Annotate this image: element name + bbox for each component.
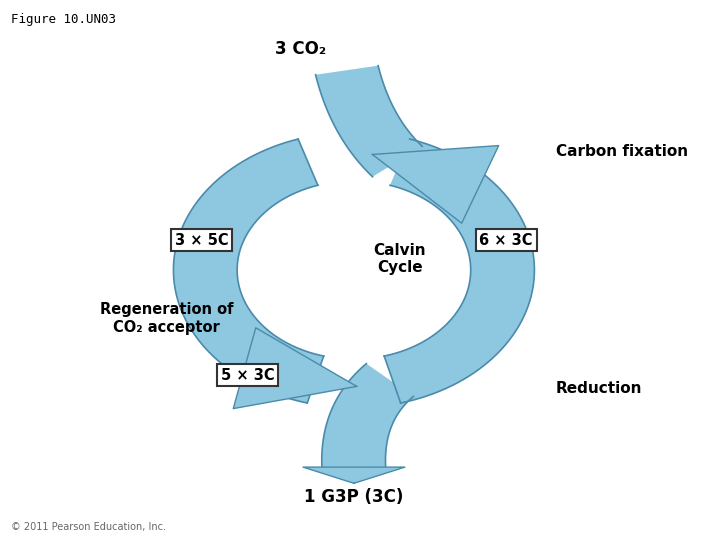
- Text: © 2011 Pearson Education, Inc.: © 2011 Pearson Education, Inc.: [11, 522, 166, 532]
- Text: 3 × 5C: 3 × 5C: [175, 233, 228, 248]
- Polygon shape: [233, 328, 356, 409]
- Text: 5 × 3C: 5 × 3C: [221, 368, 274, 383]
- Text: 3 CO₂: 3 CO₂: [275, 39, 326, 58]
- Polygon shape: [372, 146, 499, 223]
- Polygon shape: [303, 467, 405, 483]
- Text: Reduction: Reduction: [556, 381, 642, 396]
- Text: Carbon fixation: Carbon fixation: [556, 144, 688, 159]
- Polygon shape: [384, 139, 534, 403]
- Polygon shape: [174, 139, 324, 403]
- Text: Calvin
Cycle: Calvin Cycle: [374, 243, 426, 275]
- Text: 1 G3P (3C): 1 G3P (3C): [305, 488, 404, 506]
- Text: Regeneration of
CO₂ acceptor: Regeneration of CO₂ acceptor: [99, 302, 233, 335]
- Text: 6 × 3C: 6 × 3C: [480, 233, 533, 248]
- Polygon shape: [322, 363, 413, 471]
- Text: Figure 10.UN03: Figure 10.UN03: [11, 14, 116, 26]
- Polygon shape: [315, 66, 422, 177]
